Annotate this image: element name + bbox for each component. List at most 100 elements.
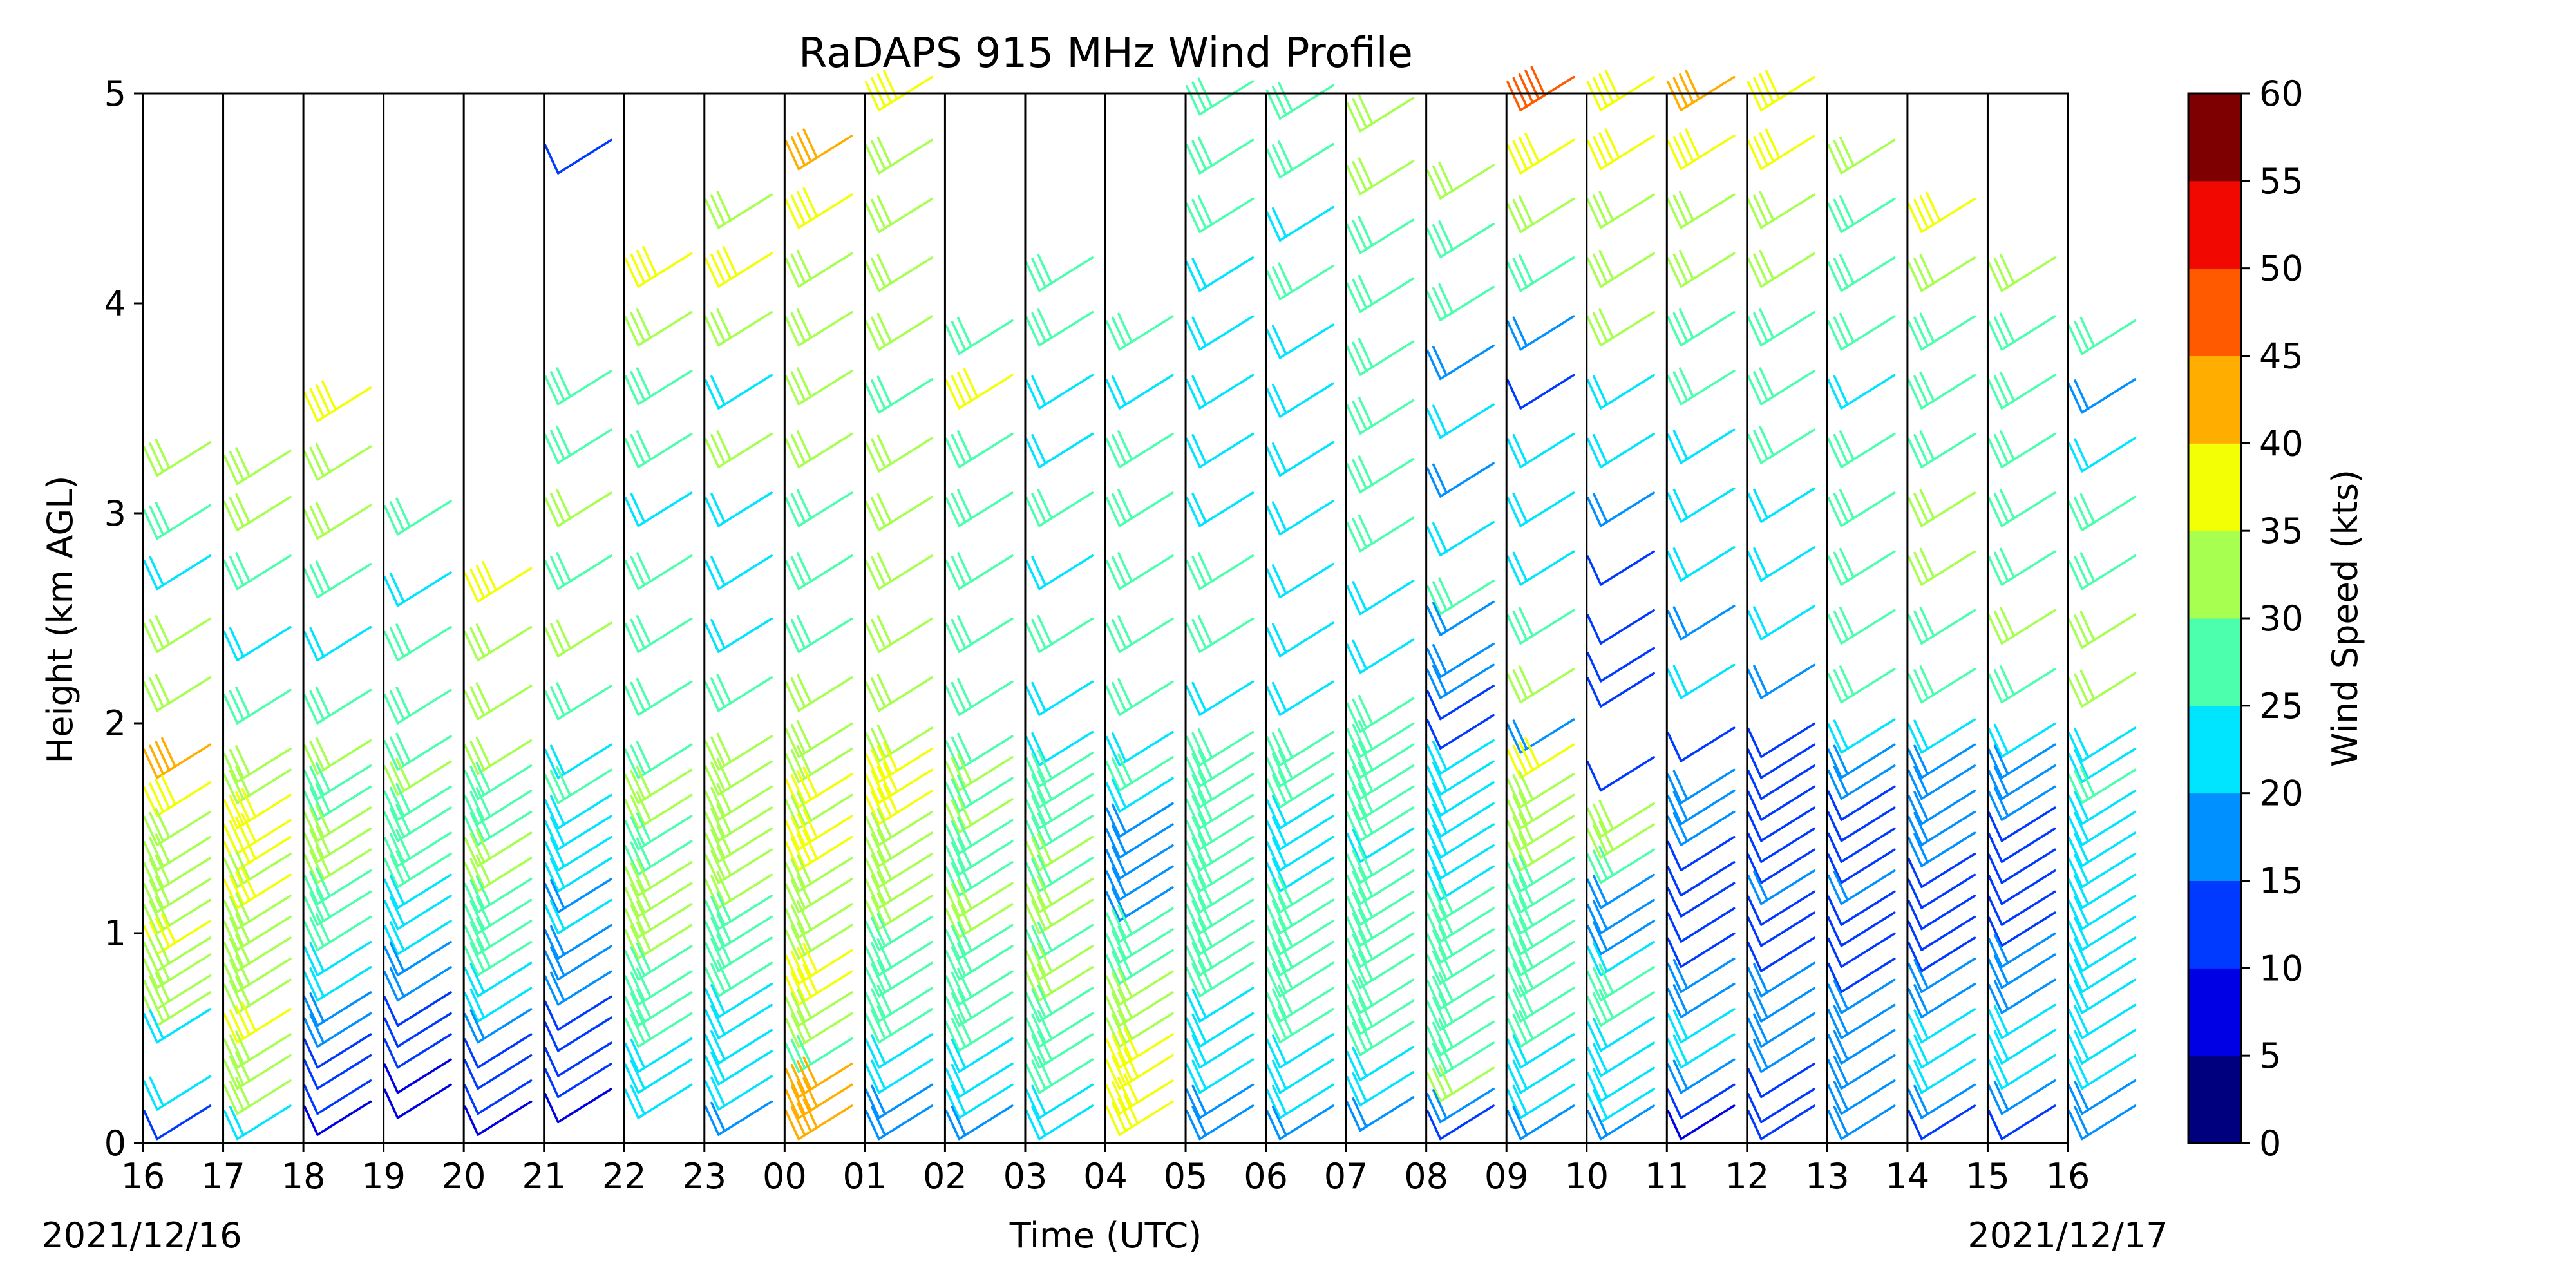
barb-flag [544, 799, 560, 829]
barb-staff [1038, 857, 1094, 893]
wind-barb [2068, 437, 2137, 473]
barb-flag [1278, 749, 1294, 780]
barb-flag [1907, 1063, 1923, 1094]
barb-flag [155, 808, 171, 839]
barb-flag [1598, 820, 1615, 851]
barb-flag [303, 509, 319, 540]
barb-flag [303, 450, 319, 481]
wind-profile-17 [223, 447, 292, 1141]
barb-staff [1118, 907, 1174, 943]
barb-staff [797, 617, 853, 653]
barb-flag [1987, 748, 2003, 779]
barb-flag [790, 950, 806, 981]
barb-flag [797, 833, 812, 864]
barb-flag [710, 618, 726, 650]
barb-flag [1913, 316, 1929, 347]
barb-staff [717, 915, 773, 951]
barb-staff [1680, 310, 1736, 347]
barb-staff [1680, 790, 1736, 826]
barb-flag [223, 500, 239, 531]
barb-staff [1760, 743, 1816, 779]
barb-flag [1753, 963, 1768, 994]
barb-staff [2081, 873, 2137, 909]
barb-flag [143, 1110, 158, 1141]
wind-barb [1025, 921, 1094, 960]
barb-flag [1747, 769, 1763, 800]
barb-flag [1907, 900, 1923, 931]
barb-flag [1265, 799, 1282, 829]
barb-flag [1037, 308, 1053, 339]
barb-flag [790, 1063, 806, 1095]
barb-flag [1586, 878, 1602, 909]
barb-flag [704, 1009, 720, 1039]
barb-flag [1839, 665, 1855, 696]
barb-staff [1599, 491, 1655, 527]
barb-flag [1197, 812, 1213, 843]
barb-staff [1359, 953, 1415, 989]
barb-flag [876, 254, 893, 285]
barb-staff [1278, 835, 1334, 871]
barb-flag [2074, 614, 2090, 645]
barb-flag [383, 971, 399, 1002]
wind-barb [1827, 827, 1896, 863]
wind-barb [1667, 835, 1736, 871]
wind-barb [945, 1037, 1014, 1073]
wind-barb [1186, 959, 1255, 998]
wind-barb [1186, 315, 1255, 351]
barb-flag [945, 950, 961, 981]
barb-flag [1586, 677, 1602, 708]
wind-barb [2068, 810, 2137, 846]
wind-barb [1346, 720, 1415, 758]
barb-flag [876, 808, 893, 839]
barb-flag [1346, 164, 1361, 196]
barb-flag [544, 1067, 560, 1099]
barb-flag [1191, 258, 1208, 289]
wind-barb [223, 934, 292, 972]
barb-flag [383, 694, 399, 724]
barb-flag [550, 971, 565, 1002]
barb-staff [958, 819, 1014, 855]
wind-barb [624, 1037, 693, 1073]
barb-flag [871, 728, 887, 759]
x-tick-label: 09 [1484, 1156, 1529, 1197]
barb-flag [1672, 984, 1689, 1015]
barb-flag [1827, 874, 1843, 905]
barb-staff [1840, 848, 1896, 884]
barb-flag [1186, 685, 1201, 716]
barb-flag [1747, 748, 1763, 779]
barb-flag [1191, 618, 1208, 650]
barb-staff [236, 915, 292, 951]
wind-barb [1747, 890, 1816, 926]
wind-barb [1186, 256, 1255, 292]
barb-flag [1265, 387, 1282, 418]
wind-barb [1987, 312, 2056, 351]
barb-staff [1760, 1037, 1816, 1073]
wind-barb [1907, 936, 1976, 972]
barb-flag [1037, 1030, 1053, 1061]
barb-flag [550, 493, 565, 524]
barb-staff [1920, 873, 1976, 909]
barb-staff [1680, 907, 1736, 943]
x-tick-label: 04 [1083, 1156, 1128, 1197]
barb-staff [1840, 806, 1896, 842]
barb-flag [876, 312, 893, 343]
barb-flag [1105, 849, 1121, 880]
barb-flag [1586, 945, 1602, 976]
barb-flag [710, 963, 726, 994]
wind-barb [784, 430, 853, 469]
barb-flag [1598, 963, 1615, 994]
wind-barb [2068, 978, 2137, 1014]
barb-flag [1506, 497, 1522, 527]
barb-staff [1760, 310, 1816, 347]
barb-flag [945, 975, 961, 1006]
barb-flag [630, 946, 646, 977]
barb-flag [544, 497, 560, 527]
barb-flag [1907, 815, 1923, 846]
barb-flag [957, 942, 972, 973]
wind-barb [1346, 157, 1415, 196]
wind-profile-02 [945, 317, 1014, 1141]
barb-flag [945, 824, 961, 855]
barb-flag [951, 992, 967, 1023]
barb-staff [156, 857, 212, 893]
wind-barb [1186, 917, 1255, 956]
